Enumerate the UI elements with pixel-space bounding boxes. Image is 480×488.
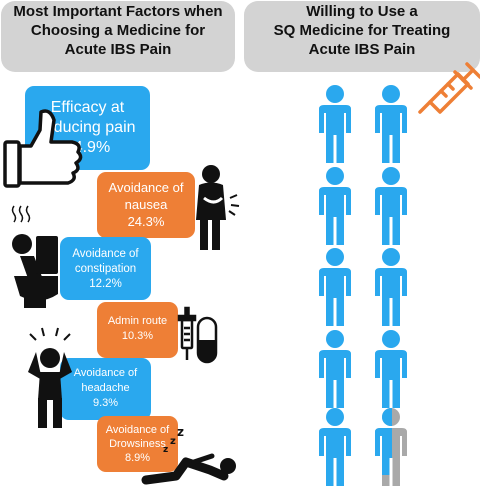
right-title-line-1: Willing to Use a — [306, 3, 418, 20]
svg-text:z: z — [170, 436, 176, 447]
factor-label: headache — [81, 382, 130, 394]
factor-label: Efficacy at — [50, 99, 125, 116]
syringe-icon — [418, 62, 480, 114]
factor-label: constipation — [74, 263, 137, 275]
person-on-toilet-icon — [11, 205, 58, 308]
sleeping-person-icon: z z z — [141, 425, 236, 485]
factor-value: 12.2% — [89, 278, 122, 290]
factor-box-headache: Avoidance of headache 9.3% — [60, 358, 151, 420]
person-icon — [375, 408, 407, 486]
person-icon — [375, 248, 407, 326]
syringe-and-pill-icon — [177, 306, 218, 364]
right-title-line-3: Acute IBS Pain — [308, 41, 416, 58]
thumbs-up-icon — [3, 109, 83, 188]
left-title-line-3: Acute IBS Pain — [64, 41, 172, 58]
factor-label: Admin route — [107, 315, 168, 327]
person-icon — [375, 330, 407, 408]
factor-value: 24.3% — [127, 214, 165, 229]
factor-box-nausea: Avoidance of nausea 24.3% — [97, 172, 195, 238]
person-icon — [375, 85, 407, 163]
left-panel-header: Most Important Factors when Choosing a M… — [1, 1, 235, 72]
person-icon — [319, 167, 351, 245]
factor-box-drowsiness: Avoidance of Drowsiness 8.9% — [97, 416, 178, 472]
left-title-line-2: Choosing a Medicine for — [30, 22, 206, 39]
left-title-line-1: Most Important Factors when — [13, 3, 223, 20]
svg-text:z: z — [177, 425, 184, 439]
factor-label: Drowsiness — [109, 438, 166, 450]
right-panel-header: Willing to Use a SQ Medicine for Treatin… — [244, 1, 480, 72]
person-icon — [319, 248, 351, 326]
factor-label: reducing pain — [39, 119, 136, 136]
nauseous-person-icon — [196, 165, 240, 250]
person-icon — [375, 167, 407, 245]
factor-label: nausea — [124, 197, 168, 212]
factor-value: 8.9% — [124, 452, 151, 464]
factor-value: 10.3% — [121, 330, 154, 342]
person-icon — [319, 85, 351, 163]
right-title-line-2: SQ Medicine for Treating — [273, 22, 451, 39]
factor-value: 9.3% — [92, 397, 119, 409]
person-icon — [319, 330, 351, 408]
factor-box-constipation: Avoidance of constipation 12.2% — [60, 237, 151, 300]
factor-label: Avoidance of — [105, 424, 170, 436]
svg-text:z: z — [163, 445, 168, 455]
factor-label: Avoidance of — [108, 180, 184, 195]
headache-person-icon — [28, 327, 72, 428]
factor-label: Avoidance of — [72, 248, 139, 260]
factor-box-admin-route: Admin route 10.3% — [97, 302, 178, 358]
person-icon — [319, 408, 351, 486]
factor-label: Avoidance of — [73, 367, 138, 379]
